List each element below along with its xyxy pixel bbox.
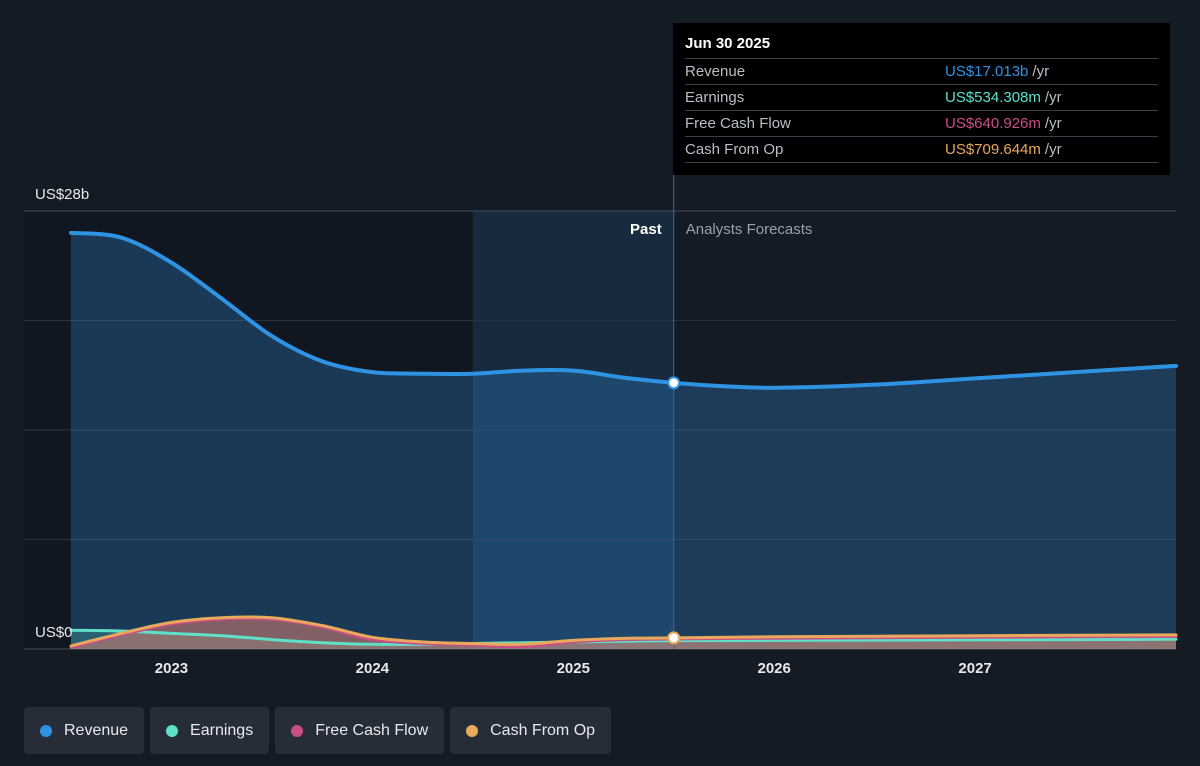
tooltip-value: US$709.644m bbox=[945, 141, 1041, 158]
tooltip-unit: /yr bbox=[1044, 141, 1062, 158]
cash-from-op-line bbox=[69, 615, 1178, 648]
tooltip-row-free-cash-flow: Free Cash Flow US$640.926m /yr bbox=[685, 110, 1158, 136]
free-cash-flow-line bbox=[69, 617, 1178, 649]
tooltip-unit: /yr bbox=[1032, 63, 1050, 80]
tooltip-label: Revenue bbox=[685, 63, 746, 80]
revenue-line bbox=[69, 230, 1178, 390]
legend-dot-icon bbox=[291, 724, 304, 737]
tooltip: Jun 30 2025 Revenue US$17.013b /yr Earni… bbox=[673, 23, 1170, 175]
legend-item-revenue[interactable]: Revenue bbox=[24, 707, 145, 754]
legend-dot-icon bbox=[40, 724, 52, 737]
x-tick-label: 2027 bbox=[958, 660, 991, 677]
tooltip-label: Cash From Op bbox=[685, 141, 784, 158]
forecast-label: Analysts Forecasts bbox=[686, 221, 813, 238]
tooltip-value: US$17.013b bbox=[945, 63, 1029, 80]
tooltip-row-earnings: Earnings US$534.308m /yr bbox=[685, 84, 1158, 110]
y-axis-top-label: US$28b bbox=[35, 186, 89, 203]
legend-label: Free Cash Flow bbox=[315, 721, 429, 739]
y-axis-bottom-label: US$0 bbox=[35, 624, 73, 641]
revenue-area bbox=[71, 232, 1176, 649]
tooltip-date: Jun 30 2025 bbox=[685, 35, 771, 52]
legend-item-free-cash-flow[interactable]: Free Cash Flow bbox=[275, 707, 445, 754]
tooltip-value: US$534.308m bbox=[945, 89, 1041, 106]
tooltip-unit: /yr bbox=[1044, 115, 1062, 132]
past-label: Past bbox=[630, 221, 662, 238]
tooltip-row-cash-from-op: Cash From Op US$709.644m /yr bbox=[685, 136, 1158, 163]
legend-label: Cash From Op bbox=[490, 721, 596, 739]
x-tick-label: 2023 bbox=[155, 660, 188, 677]
legend-dot-icon bbox=[466, 724, 479, 737]
x-tick-label: 2025 bbox=[557, 660, 590, 677]
tooltip-label: Earnings bbox=[685, 89, 745, 106]
x-tick-label: 2026 bbox=[757, 660, 790, 677]
chart-area: US$28b US$0 Past Analysts Forecasts 2023 2024… bbox=[24, 175, 1178, 677]
legend-dot-icon bbox=[166, 724, 179, 737]
cash-from-op-marker bbox=[667, 631, 681, 645]
x-tick-label: 2024 bbox=[356, 660, 390, 677]
tooltip-label: Free Cash Flow bbox=[685, 115, 791, 132]
legend-label: Revenue bbox=[64, 721, 129, 739]
legend-item-earnings[interactable]: Earnings bbox=[150, 707, 270, 754]
tooltip-row-revenue: Revenue US$17.013b /yr bbox=[685, 58, 1158, 84]
revenue-marker bbox=[667, 376, 681, 390]
tooltip-value: US$640.926m bbox=[945, 115, 1041, 132]
legend: Revenue Earnings Free Cash Flow Cash Fro… bbox=[24, 707, 612, 754]
legend-item-cash-from-op[interactable]: Cash From Op bbox=[450, 707, 612, 754]
tooltip-unit: /yr bbox=[1044, 89, 1062, 106]
legend-label: Earnings bbox=[190, 721, 254, 739]
